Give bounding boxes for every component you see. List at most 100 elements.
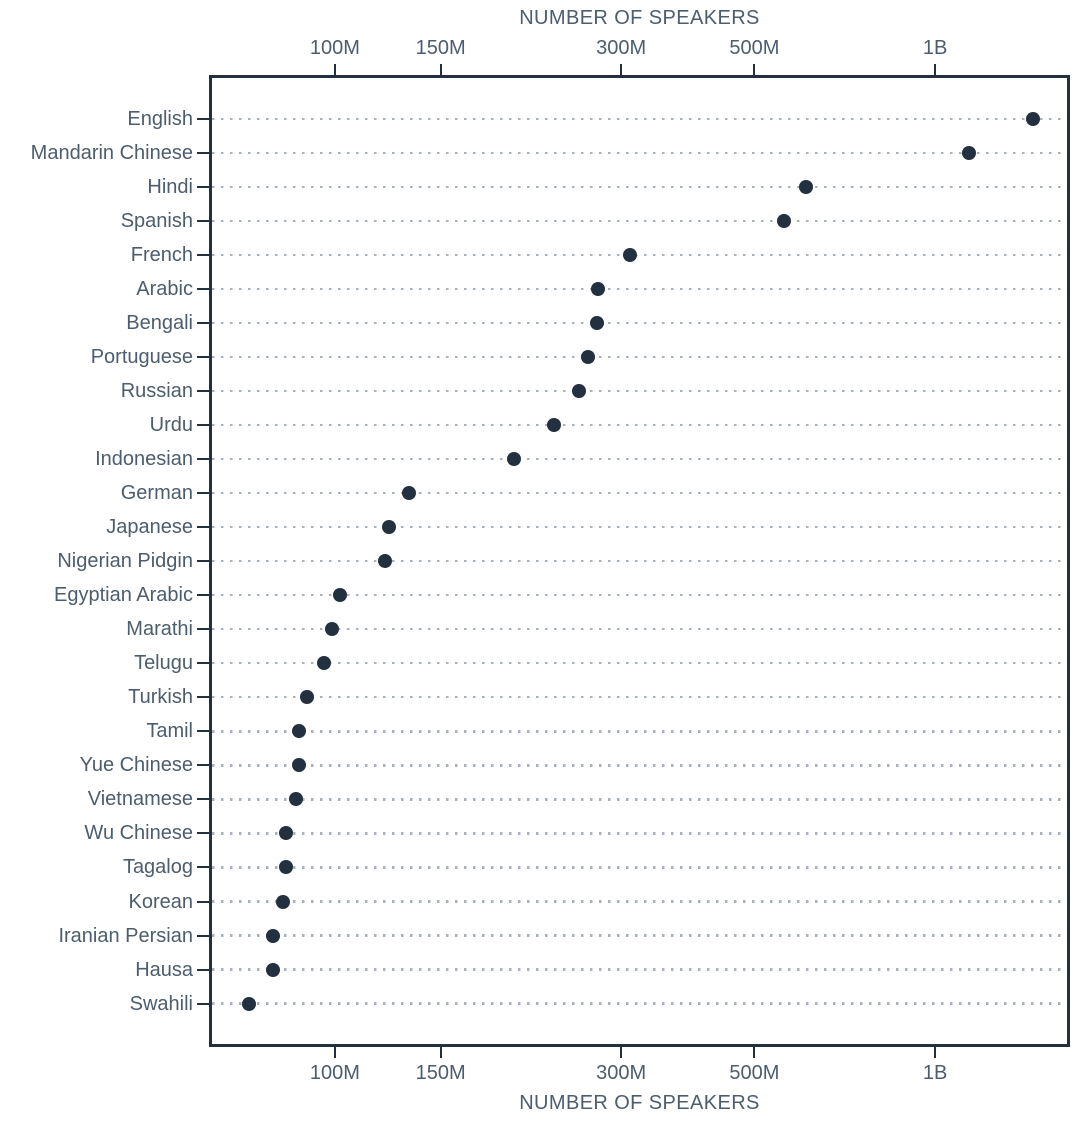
x-tick-mark-top <box>620 64 623 75</box>
row-label-yue-chinese: Yue Chinese <box>79 754 193 777</box>
row-gridline <box>212 628 1067 631</box>
row-gridline <box>212 730 1067 733</box>
data-dot-korean <box>276 894 291 909</box>
x-tick-mark-bottom <box>753 1047 756 1058</box>
row-gridline <box>212 900 1067 903</box>
data-dot-urdu <box>547 418 562 433</box>
data-dot-russian <box>571 384 586 399</box>
row-label-german: German <box>120 482 193 505</box>
y-tick-mark-telugu <box>197 662 209 665</box>
data-dot-telugu <box>317 656 332 671</box>
plot-area <box>209 75 1070 1047</box>
row-label-bengali: Bengali <box>126 312 193 335</box>
y-tick-mark-portuguese <box>197 356 209 359</box>
row-gridline <box>212 151 1067 155</box>
row-label-hausa: Hausa <box>135 958 193 981</box>
data-dot-french <box>622 248 637 263</box>
data-dot-japanese <box>381 520 396 535</box>
row-gridline <box>212 185 1067 189</box>
data-dot-tagalog <box>279 860 294 875</box>
row-label-japanese: Japanese <box>106 516 193 539</box>
x-tick-label-bottom: 100M <box>309 1062 360 1084</box>
data-dot-iranian-persian <box>266 928 281 943</box>
data-dot-tamil <box>291 724 306 739</box>
y-tick-mark-swahili <box>197 1002 209 1005</box>
x-tick-mark-bottom <box>333 1047 336 1058</box>
row-gridline <box>212 117 1067 121</box>
y-tick-mark-russian <box>197 390 209 393</box>
row-gridline <box>212 492 1067 495</box>
y-tick-mark-french <box>197 254 209 257</box>
row-label-egyptian-arabic: Egyptian Arabic <box>54 584 193 607</box>
x-tick-label-bottom: 300M <box>596 1062 647 1084</box>
y-tick-mark-german <box>197 492 209 495</box>
row-gridline <box>212 662 1067 665</box>
data-dot-indonesian <box>507 452 522 467</box>
y-tick-mark-turkish <box>197 696 209 699</box>
data-dot-spanish <box>776 214 791 229</box>
y-tick-mark-tamil <box>197 730 209 733</box>
x-tick-mark-top <box>934 64 937 75</box>
row-gridline <box>212 866 1067 869</box>
row-label-korean: Korean <box>128 890 194 913</box>
data-dot-mandarin-chinese <box>961 146 976 160</box>
y-tick-mark-japanese <box>197 526 209 529</box>
x-tick-label-bottom: 150M <box>415 1062 466 1084</box>
data-dot-nigerian-pidgin <box>377 554 392 569</box>
x-tick-mark-top <box>753 64 756 75</box>
y-tick-mark-spanish <box>197 220 209 223</box>
y-tick-mark-bengali <box>197 322 209 325</box>
x-tick-label-top: 300M <box>596 37 647 59</box>
row-gridline <box>212 832 1067 835</box>
row-label-french: French <box>130 244 193 267</box>
x-tick-mark-bottom <box>439 1047 442 1058</box>
row-gridline <box>212 696 1067 699</box>
row-label-wu-chinese: Wu Chinese <box>84 822 193 845</box>
row-label-arabic: Arabic <box>136 278 193 301</box>
y-tick-mark-iranian-persian <box>197 934 209 937</box>
top-axis-title: NUMBER OF SPEAKERS <box>519 7 760 29</box>
data-dot-turkish <box>300 690 315 705</box>
row-gridline <box>212 968 1067 971</box>
y-tick-mark-hindi <box>197 186 209 188</box>
row-gridline <box>212 219 1067 223</box>
row-gridline <box>212 526 1067 529</box>
data-dot-arabic <box>590 282 605 297</box>
y-tick-mark-wu-chinese <box>197 832 209 835</box>
row-label-nigerian-pidgin: Nigerian Pidgin <box>57 550 193 573</box>
y-tick-mark-korean <box>197 900 209 903</box>
x-tick-mark-bottom <box>934 1047 937 1058</box>
y-tick-mark-yue-chinese <box>197 764 209 767</box>
row-gridline <box>212 1002 1067 1005</box>
row-gridline <box>212 798 1067 801</box>
y-tick-mark-vietnamese <box>197 798 209 801</box>
y-tick-mark-hausa <box>197 968 209 971</box>
row-label-russian: Russian <box>120 380 193 403</box>
x-tick-label-top: 150M <box>415 37 466 59</box>
row-gridline <box>212 560 1067 563</box>
x-tick-label-top: 500M <box>729 37 780 59</box>
data-dot-egyptian-arabic <box>333 588 347 603</box>
data-dot-hausa <box>266 962 281 977</box>
y-tick-mark-arabic <box>197 288 209 291</box>
row-label-hindi: Hindi <box>147 176 193 198</box>
x-tick-label-bottom: 1B <box>922 1062 948 1084</box>
row-label-indonesian: Indonesian <box>95 448 193 471</box>
bottom-axis-title: NUMBER OF SPEAKERS <box>519 1092 760 1114</box>
x-tick-label-bottom: 500M <box>729 1062 780 1084</box>
row-gridline <box>212 253 1067 257</box>
row-label-mandarin-chinese: Mandarin Chinese <box>30 142 193 164</box>
y-tick-mark-english <box>197 118 209 120</box>
row-label-marathi: Marathi <box>126 618 193 641</box>
data-dot-hindi <box>799 180 814 194</box>
y-tick-mark-tagalog <box>197 866 209 869</box>
data-dot-marathi <box>325 622 340 637</box>
data-dot-portuguese <box>580 350 595 365</box>
y-tick-mark-urdu <box>197 424 209 427</box>
data-dot-swahili <box>242 996 257 1011</box>
row-gridline <box>212 424 1067 427</box>
data-dot-vietnamese <box>288 792 303 807</box>
row-label-iranian-persian: Iranian Persian <box>58 924 193 947</box>
row-label-urdu: Urdu <box>149 414 193 437</box>
